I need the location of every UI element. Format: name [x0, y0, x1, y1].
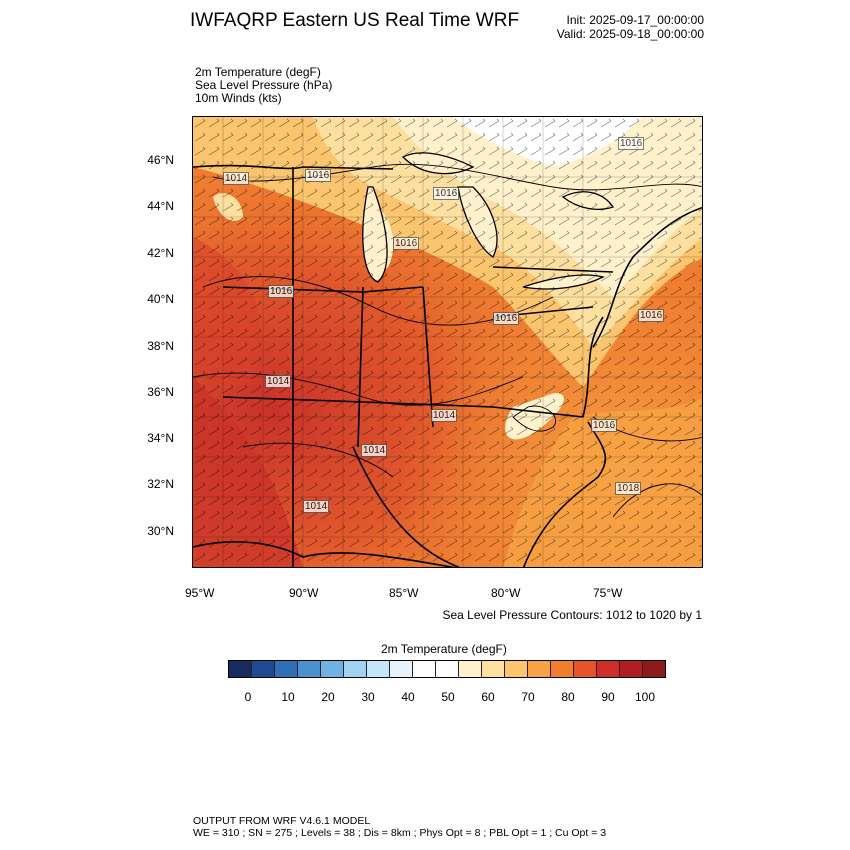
pressure-contour-label: 1014 — [361, 444, 388, 457]
pressure-contour-label: 1018 — [615, 482, 642, 495]
colorbar-swatch — [551, 661, 574, 677]
lat-tick-label: 42°N — [147, 246, 174, 260]
colorbar-swatch — [505, 661, 528, 677]
model-footer: OUTPUT FROM WRF V4.6.1 MODEL WE = 310 ; … — [193, 815, 606, 839]
field-label-pressure: Sea Level Pressure (hPa) — [195, 78, 333, 92]
colorbar-tick-label: 80 — [561, 690, 575, 704]
footer-line-2: WE = 310 ; SN = 275 ; Levels = 38 ; Dis … — [193, 827, 607, 839]
colorbar-tick-label: 90 — [601, 690, 615, 704]
pressure-contour-label: 1016 — [591, 419, 618, 432]
lat-tick-label: 36°N — [147, 385, 174, 399]
pressure-contour-label: 1014 — [431, 409, 458, 422]
lat-tick-label: 30°N — [147, 524, 174, 538]
pressure-contour-label: 1016 — [393, 237, 420, 250]
colorbar-tick-label: 60 — [481, 690, 495, 704]
lat-tick-label: 44°N — [147, 199, 174, 213]
footer-line-1: OUTPUT FROM WRF V4.6.1 MODEL — [193, 815, 371, 827]
field-label-winds: 10m Winds (kts) — [195, 91, 282, 105]
colorbar-swatch — [344, 661, 367, 677]
pressure-contour-label: 1014 — [223, 172, 250, 185]
colorbar-tick-label: 50 — [441, 690, 455, 704]
colorbar-swatch — [367, 661, 390, 677]
pressure-contour-label: 1014 — [265, 375, 292, 388]
map-title: IWFAQRP Eastern US Real Time WRF — [190, 10, 520, 31]
pressure-contour-label: 1016 — [618, 137, 645, 150]
colorbar-swatch — [597, 661, 620, 677]
colorbar-tick-label: 10 — [281, 690, 295, 704]
map-canvas — [193, 117, 702, 567]
colorbar-swatch — [275, 661, 298, 677]
lat-tick-label: 32°N — [147, 477, 174, 491]
lon-tick-label: 90°W — [289, 586, 319, 600]
pressure-contour-label: 1016 — [638, 309, 665, 322]
colorbar-swatch — [574, 661, 597, 677]
colorbar-tick-label: 0 — [244, 690, 252, 704]
weather-map: 1014 1016 1016 1016 1016 1014 1016 1014 1014 1014… — [192, 116, 703, 568]
pressure-contour-label: 1016 — [305, 169, 332, 182]
valid-time: Valid: 2025-09-18_00:00:00 — [556, 27, 704, 41]
lat-tick-label: 38°N — [147, 339, 174, 353]
field-label-temperature: 2m Temperature (degF) — [195, 65, 321, 79]
colorbar-swatch — [482, 661, 505, 677]
lat-tick-label: 40°N — [147, 292, 174, 306]
lat-tick-label: 34°N — [147, 431, 174, 445]
colorbar-swatch — [643, 661, 665, 677]
colorbar-swatch — [413, 661, 436, 677]
temperature-colorbar — [228, 660, 666, 678]
contour-note: Sea Level Pressure Contours: 1012 to 102… — [442, 608, 703, 622]
colorbar-swatch — [298, 661, 321, 677]
lon-tick-label: 95°W — [185, 586, 215, 600]
colorbar-swatch — [528, 661, 551, 677]
colorbar-title: 2m Temperature (degF) — [381, 642, 507, 656]
colorbar-swatch — [390, 661, 413, 677]
lat-tick-label: 46°N — [147, 153, 174, 167]
pressure-contour-label: 1014 — [303, 500, 330, 513]
lon-tick-label: 80°W — [491, 586, 521, 600]
colorbar-swatch — [620, 661, 643, 677]
pressure-contour-label: 1016 — [493, 312, 520, 325]
colorbar-swatch — [459, 661, 482, 677]
pressure-contour-label: 1016 — [268, 285, 295, 298]
colorbar-tick-label: 40 — [401, 690, 415, 704]
pressure-contour-label: 1016 — [433, 187, 460, 200]
lon-tick-label: 85°W — [389, 586, 419, 600]
colorbar-tick-label: 20 — [321, 690, 335, 704]
colorbar-tick-label: 100 — [634, 690, 656, 704]
colorbar-tick-label: 70 — [521, 690, 535, 704]
lon-tick-label: 75°W — [593, 586, 623, 600]
colorbar-swatch — [321, 661, 344, 677]
colorbar-swatch — [252, 661, 275, 677]
init-time: Init: 2025-09-17_00:00:00 — [566, 13, 704, 27]
colorbar-swatch — [229, 661, 252, 677]
colorbar-swatch — [436, 661, 459, 677]
colorbar-tick-label: 30 — [361, 690, 375, 704]
